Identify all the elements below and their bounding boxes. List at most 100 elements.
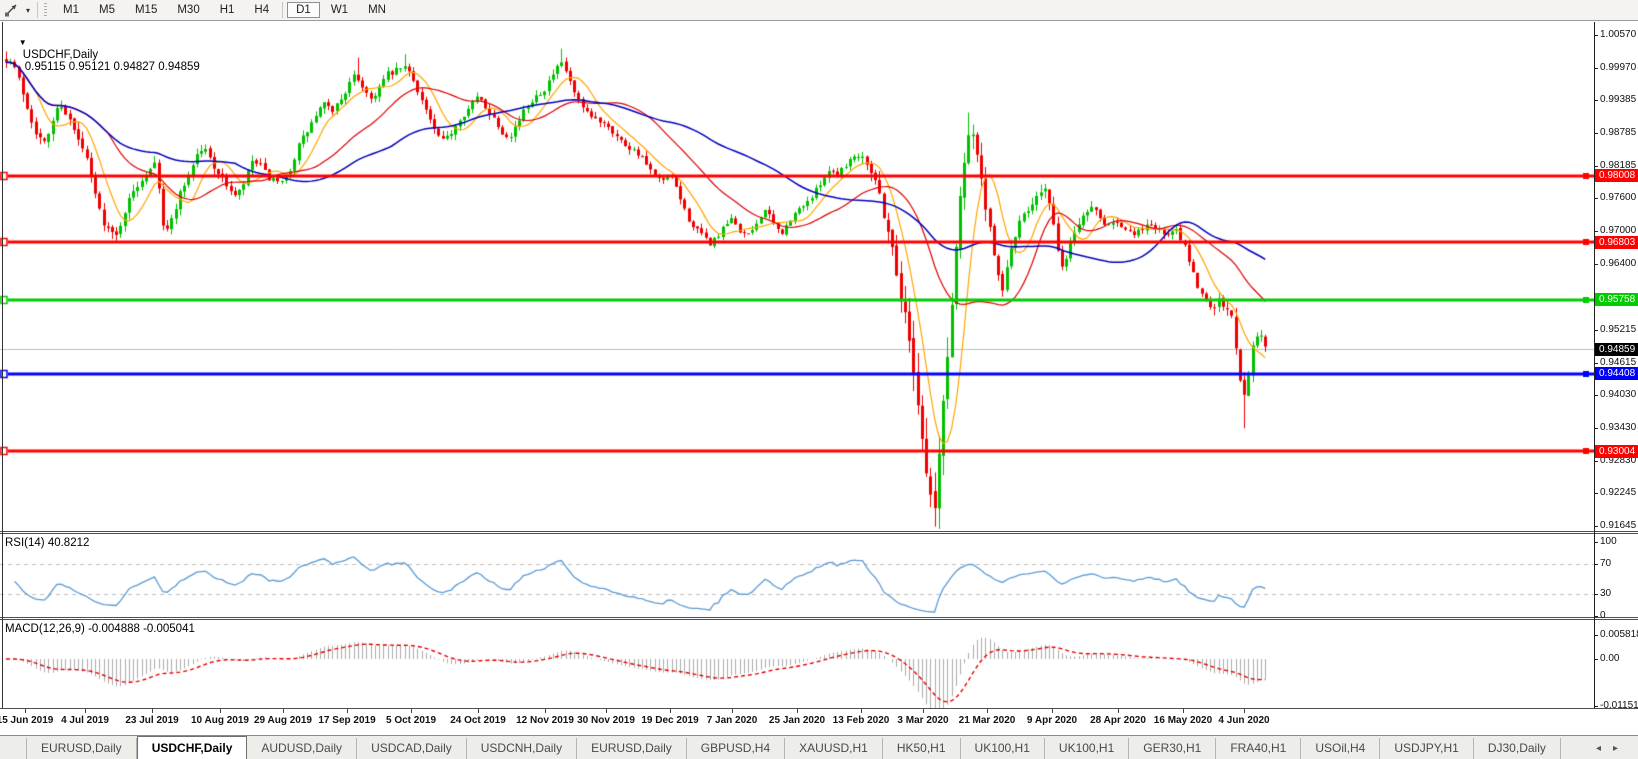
price-tick-mark xyxy=(1594,68,1598,69)
timeframe-button-mn[interactable]: MN xyxy=(368,4,386,16)
price-tick-label: 0.92245 xyxy=(1600,486,1637,498)
pane-separator[interactable] xyxy=(0,619,1638,620)
price-level-tag[interactable]: 0.93004 xyxy=(1595,444,1638,458)
macd-tick-label: -0.011514 xyxy=(1600,699,1638,711)
tab-usdchf-daily[interactable]: USDCHF,Daily xyxy=(136,736,248,759)
price-tick-label: 0.91645 xyxy=(1600,519,1637,531)
cursor-tool-dropdown-icon[interactable]: ▾ xyxy=(25,5,30,15)
timeframe-button-m15[interactable]: M15 xyxy=(134,4,158,16)
date-label: 4 Jun 2020 xyxy=(1218,715,1270,726)
rsi-tick-mark xyxy=(1594,542,1598,543)
time-scale[interactable]: 15 Jun 2019 4 Jul 2019 23 Jul 2019 10 Aug 2… xyxy=(0,709,1638,735)
date-tick-mark xyxy=(545,709,546,713)
timeframe-button-m30[interactable]: M30 xyxy=(177,4,200,16)
tab-scroll-left-icon[interactable]: ◂ xyxy=(1595,743,1613,754)
tab-gbpusd-h4[interactable]: GBPUSD,H4 xyxy=(687,738,786,759)
timeframe-button-w1[interactable]: W1 xyxy=(330,4,349,16)
date-label: 3 Mar 2020 xyxy=(897,715,949,726)
price-tick-mark xyxy=(1594,493,1598,494)
macd-indicator-canvas[interactable] xyxy=(0,620,1594,708)
tab-uk100-h1-1[interactable]: UK100,H1 xyxy=(961,738,1045,759)
price-tick-label: 0.94030 xyxy=(1600,388,1637,400)
timeframe-toolbar: ▾ M1 M5 M15 M30 H1 H4 D1 W1 MN xyxy=(0,0,1638,21)
pane-separator xyxy=(0,708,1638,709)
date-label: 9 Apr 2020 xyxy=(1026,715,1078,726)
chart-tab-bar: EURUSD,Daily USDCHF,Daily AUDUSD,Daily U… xyxy=(0,735,1638,759)
timeframe-button-m1[interactable]: M1 xyxy=(63,4,79,16)
date-tick-mark xyxy=(797,709,798,713)
date-tick-mark xyxy=(987,709,988,713)
pane-separator[interactable] xyxy=(0,533,1638,534)
timeframe-button-h1[interactable]: H1 xyxy=(219,4,235,16)
tab-audusd-daily[interactable]: AUDUSD,Daily xyxy=(247,738,358,759)
tab-uk100-h1-2[interactable]: UK100,H1 xyxy=(1045,738,1130,759)
timeframe-button-d1[interactable]: D1 xyxy=(287,2,320,18)
pane-separator[interactable] xyxy=(0,617,1638,618)
date-label: 15 Jun 2019 xyxy=(0,715,54,726)
price-tick-mark xyxy=(1594,461,1598,462)
price-tick-label: 0.96400 xyxy=(1600,258,1637,270)
price-scale-border xyxy=(1594,22,1595,708)
date-tick-mark xyxy=(1183,709,1184,713)
rsi-indicator-canvas[interactable] xyxy=(0,534,1594,617)
date-label: 23 Jul 2019 xyxy=(125,715,179,726)
price-tick-label: 0.92830 xyxy=(1600,454,1637,466)
tab-usdcnh-daily[interactable]: USDCNH,Daily xyxy=(467,738,578,759)
date-tick-mark xyxy=(670,709,671,713)
chart-collapse-icon[interactable]: ▼ xyxy=(18,38,27,47)
chart-tab-strip: EURUSD,Daily USDCHF,Daily AUDUSD,Daily U… xyxy=(26,736,1561,759)
timeframe-button-m5[interactable]: M5 xyxy=(98,4,115,16)
price-chart-canvas[interactable] xyxy=(0,22,1594,531)
tab-dj30-daily[interactable]: DJ30,Daily xyxy=(1474,738,1561,759)
date-tick-mark xyxy=(1244,709,1245,713)
price-tick-mark xyxy=(1594,330,1598,331)
tab-eurusd-daily-1[interactable]: EURUSD,Daily xyxy=(26,738,137,759)
cursor-tool-icon[interactable] xyxy=(0,1,22,19)
price-tick-label: 0.99970 xyxy=(1600,61,1637,73)
date-label: 24 Oct 2019 xyxy=(450,715,506,726)
price-tick-mark xyxy=(1594,264,1598,265)
price-tick-mark xyxy=(1594,133,1598,134)
rsi-tick-label: 0 xyxy=(1600,610,1606,621)
date-label: 30 Nov 2019 xyxy=(577,715,635,726)
price-level-tag[interactable]: 0.94859 xyxy=(1595,342,1638,356)
tab-hk50-h1[interactable]: HK50,H1 xyxy=(883,738,961,759)
pane-separator xyxy=(0,20,1638,21)
tab-usoil-h4[interactable]: USOil,H4 xyxy=(1301,738,1381,759)
tab-fra40-h1[interactable]: FRA40,H1 xyxy=(1216,738,1302,759)
chart-title-ohlc: 0.95115 0.95121 0.94827 0.94859 xyxy=(24,61,200,73)
date-tick-mark xyxy=(923,709,924,713)
price-tick-label: 0.98785 xyxy=(1600,127,1637,139)
price-tick-label: 1.00570 xyxy=(1600,28,1637,40)
price-tick-mark xyxy=(1594,231,1598,232)
price-level-tag[interactable]: 0.94408 xyxy=(1595,367,1638,381)
tab-usdjpy-h1[interactable]: USDJPY,H1 xyxy=(1380,738,1474,759)
price-level-tag[interactable]: 0.95758 xyxy=(1595,293,1638,307)
price-tick-mark xyxy=(1594,166,1598,167)
price-tick-label: 0.94615 xyxy=(1600,356,1637,368)
date-tick-mark xyxy=(152,709,153,713)
price-level-tag[interactable]: 0.98008 xyxy=(1595,169,1638,183)
timeframe-button-h4[interactable]: H4 xyxy=(254,4,270,16)
date-tick-mark xyxy=(283,709,284,713)
date-label: 5 Oct 2019 xyxy=(385,715,437,726)
toolbar-drag-grip[interactable] xyxy=(44,3,47,17)
tab-ger30-h1[interactable]: GER30,H1 xyxy=(1129,738,1217,759)
price-level-tag[interactable]: 0.96803 xyxy=(1595,235,1638,249)
date-label: 25 Jan 2020 xyxy=(768,715,826,726)
date-label: 13 Feb 2020 xyxy=(832,715,890,726)
tab-usdcad-daily[interactable]: USDCAD,Daily xyxy=(357,738,467,759)
date-label: 4 Jul 2019 xyxy=(61,715,109,726)
chart-title: ▼ USDCHF,Daily 0.95115 0.95121 0.94827 0… xyxy=(6,25,200,85)
tab-scroll-right-icon[interactable]: ▸ xyxy=(1612,743,1630,754)
tab-eurusd-daily-2[interactable]: EURUSD,Daily xyxy=(577,738,687,759)
date-label: 19 Dec 2019 xyxy=(641,715,699,726)
price-tick-label: 0.97600 xyxy=(1600,192,1637,204)
tab-xauusd-h1[interactable]: XAUUSD,H1 xyxy=(785,738,883,759)
price-tick-mark xyxy=(1594,428,1598,429)
pane-separator[interactable] xyxy=(0,531,1638,532)
price-tick-mark xyxy=(1594,395,1598,396)
macd-tick-mark xyxy=(1594,635,1598,636)
chart-title-symbol: USDCHF,Daily xyxy=(22,49,99,61)
